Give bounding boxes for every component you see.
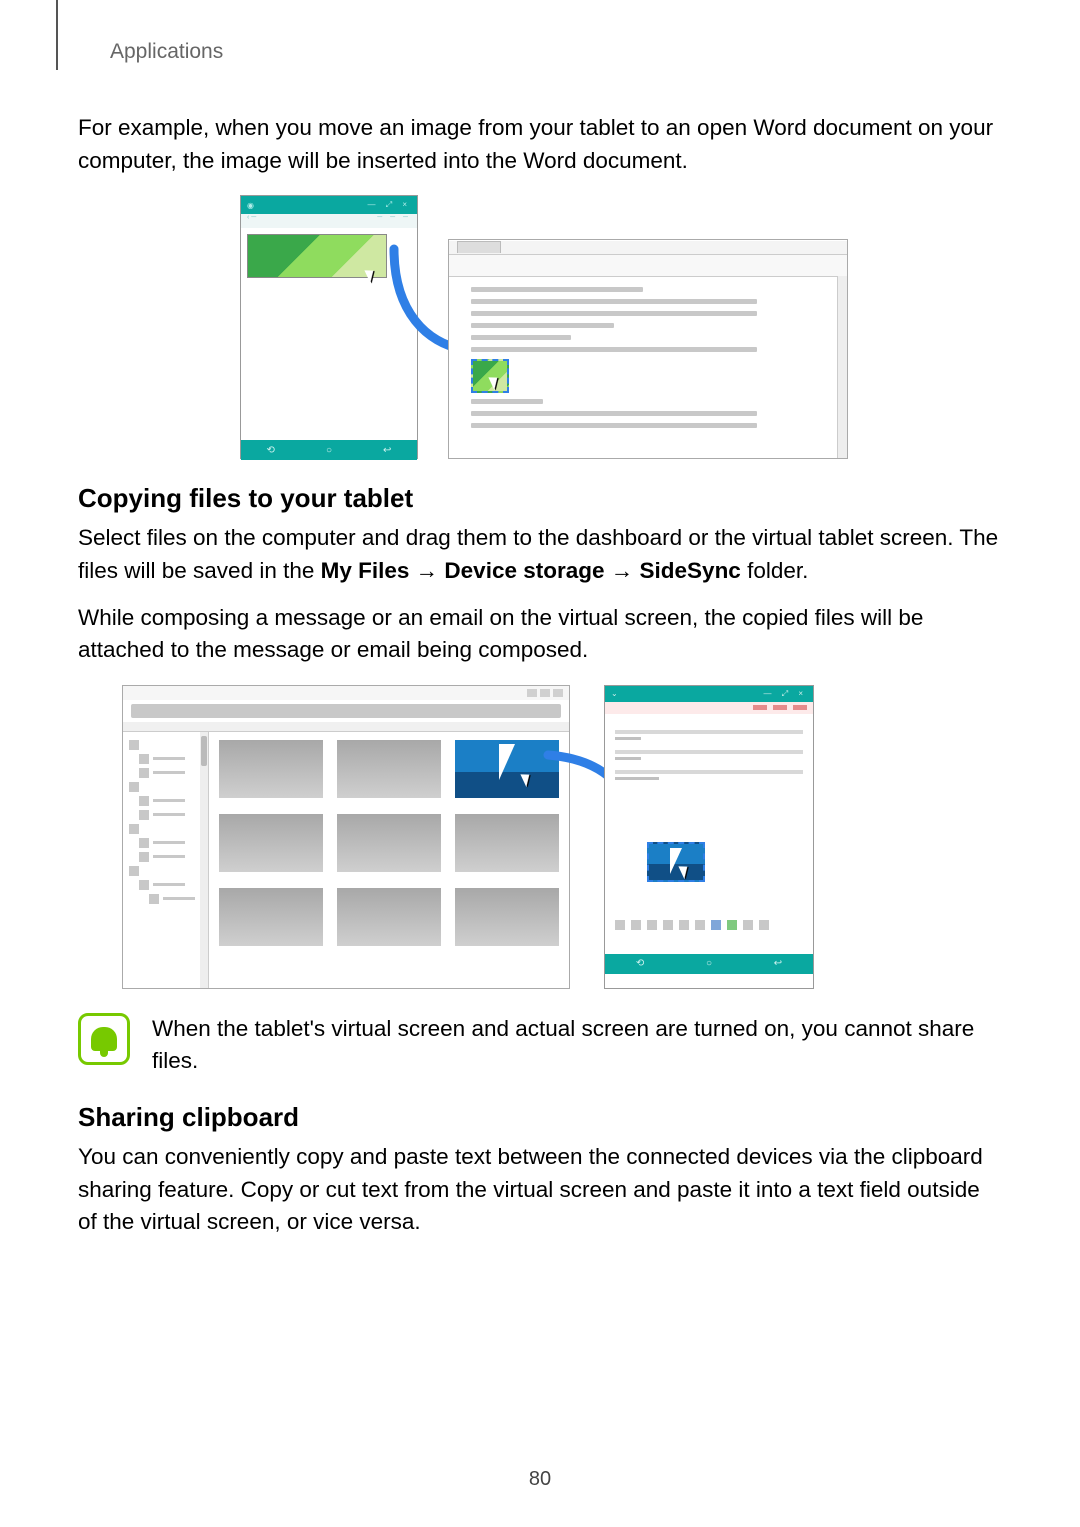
nav-home-icon: ○	[326, 445, 332, 456]
doc-text-line	[471, 399, 543, 404]
pc-sidebar-tree	[123, 732, 209, 988]
tablet-titlebar: ◉ — ⤢ ×	[241, 196, 417, 214]
grid-thumbnail	[337, 888, 441, 946]
section-header-label: Applications	[110, 40, 223, 64]
heading-sharing-clipboard: Sharing clipboard	[78, 1102, 1002, 1133]
tablet-body	[241, 228, 417, 440]
compose-toolbar-icons	[605, 920, 813, 934]
path-myfiles: My Files	[321, 558, 410, 583]
grid-thumbnail	[219, 814, 323, 872]
form-label	[615, 757, 641, 760]
doc-titlebar	[449, 241, 847, 255]
path-arrow: →	[409, 558, 444, 583]
dropped-image	[647, 842, 705, 882]
intro-paragraph: For example, when you move an image from…	[78, 112, 1002, 177]
compose-action-bar	[605, 702, 813, 714]
word-document-window	[448, 239, 848, 459]
grid-thumbnail-selected	[455, 740, 559, 798]
grid-thumbnail	[219, 888, 323, 946]
tablet-nav-bar: ⟲ ○ ↩	[241, 440, 417, 460]
toolbar-actions: ─ ─ ─	[377, 214, 411, 228]
note-text: When the tablet's virtual screen and act…	[152, 1013, 1002, 1078]
tablet-titlebar: ⌄ — ⤢ ×	[605, 686, 813, 702]
path-devicestorage: Device storage	[444, 558, 604, 583]
nav-back-icon: ↩	[383, 445, 391, 456]
form-label	[615, 737, 641, 740]
grid-thumbnail	[455, 888, 559, 946]
window-controls: — ⤢ ×	[367, 200, 411, 210]
doc-body	[449, 277, 847, 445]
nav-recent-icon: ⟲	[636, 958, 644, 969]
form-label	[615, 777, 659, 780]
doc-text-line	[471, 311, 757, 316]
note-bell-icon	[78, 1013, 130, 1065]
doc-text-line	[471, 335, 571, 340]
doc-text-line	[471, 287, 643, 292]
figure-tablet-to-word: ◉ — ⤢ × ‹ ─ ─ ─ ─ ⟲ ○ ↩	[240, 195, 840, 459]
doc-text-line	[471, 347, 757, 352]
doc-scrollbar	[837, 276, 847, 458]
page-border-left	[56, 0, 58, 70]
text: folder.	[741, 558, 809, 583]
doc-tab	[457, 241, 501, 253]
pc-main	[123, 732, 569, 988]
app-icon: ◉	[247, 201, 254, 210]
window-button	[540, 689, 550, 697]
copying-paragraph-1: Select files on the computer and drag th…	[78, 522, 1002, 587]
compose-body	[605, 714, 813, 954]
grid-thumbnail	[219, 740, 323, 798]
page-content: For example, when you move an image from…	[78, 112, 1002, 1253]
window-button	[553, 689, 563, 697]
heading-copying-files: Copying files to your tablet	[78, 483, 1002, 514]
copying-paragraph-2: While composing a message or an email on…	[78, 602, 1002, 667]
doc-ribbon	[449, 255, 847, 277]
nav-back-icon: ↩	[774, 958, 782, 969]
form-field-line	[615, 750, 803, 754]
grid-thumbnail	[337, 814, 441, 872]
tablet-toolbar: ‹ ─ ─ ─ ─	[241, 214, 417, 228]
doc-text-line	[471, 423, 757, 428]
pc-address-bar	[131, 704, 561, 718]
path-sidesync: SideSync	[640, 558, 741, 583]
pc-toolbar	[123, 722, 569, 732]
dropdown-icon: ⌄	[611, 689, 618, 698]
tablet-nav-bar: ⟲ ○ ↩	[605, 954, 813, 974]
clipboard-paragraph: You can conveniently copy and paste text…	[78, 1141, 1002, 1239]
note-block: When the tablet's virtual screen and act…	[78, 1013, 1002, 1078]
doc-text-line	[471, 299, 757, 304]
tablet-window: ◉ — ⤢ × ‹ ─ ─ ─ ─ ⟲ ○ ↩	[240, 195, 418, 459]
form-field-line	[615, 770, 803, 774]
cursor-icon	[488, 374, 501, 390]
back-icon: ‹ ─	[247, 214, 256, 228]
dropped-image	[471, 359, 509, 393]
pc-thumbnail-grid	[209, 732, 569, 988]
cursor-icon	[520, 771, 533, 787]
nav-home-icon: ○	[706, 958, 712, 969]
window-controls: — ⤢ ×	[763, 689, 807, 699]
figure-pc-to-tablet: ⌄ — ⤢ × ⟲ ○	[122, 685, 864, 989]
pc-titlebar	[123, 686, 569, 700]
doc-text-line	[471, 411, 757, 416]
pc-explorer-window	[122, 685, 570, 989]
cursor-icon	[678, 863, 691, 879]
path-arrow: →	[605, 558, 640, 583]
nav-recent-icon: ⟲	[267, 445, 275, 456]
sidebar-scrollbar	[200, 732, 208, 988]
form-field-line	[615, 730, 803, 734]
page-number: 80	[0, 1468, 1080, 1491]
doc-text-line	[471, 323, 614, 328]
tablet-compose-window: ⌄ — ⤢ × ⟲ ○	[604, 685, 814, 989]
grid-thumbnail	[455, 814, 559, 872]
window-button	[527, 689, 537, 697]
grid-thumbnail	[337, 740, 441, 798]
